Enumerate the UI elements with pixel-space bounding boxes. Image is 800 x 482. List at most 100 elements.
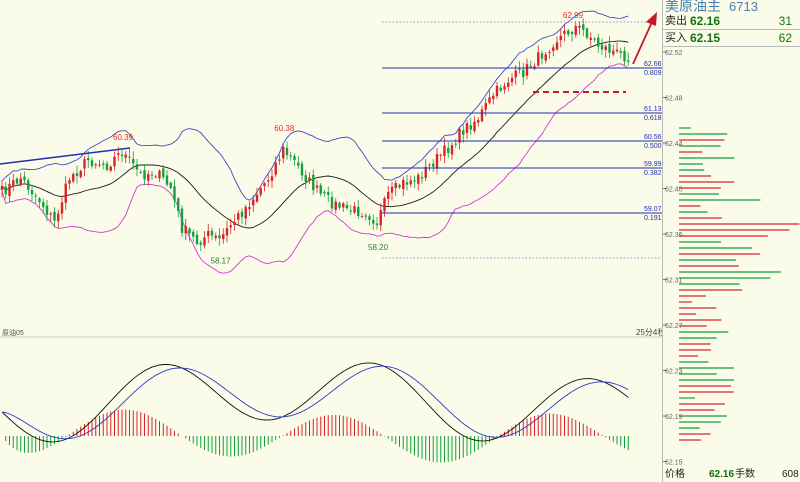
candle-body [357, 206, 360, 217]
candle-body [439, 154, 442, 156]
candle-body [432, 163, 435, 167]
candle-body [450, 145, 454, 155]
peak-price-label: 62.99 [563, 11, 584, 20]
candle-body [15, 178, 19, 184]
candle-body [477, 120, 480, 123]
candle-body [615, 49, 619, 52]
footer-price: 62.16 [709, 469, 735, 480]
candle-body [315, 185, 319, 188]
candle-body [225, 227, 229, 236]
fib-ratio-label: 0.809 [644, 70, 662, 77]
candle-body [510, 77, 514, 83]
candle-body [548, 51, 551, 53]
candle-body [177, 198, 180, 211]
peak-price-label: 60.38 [274, 124, 295, 133]
candle-body [330, 197, 334, 209]
candle-body [540, 53, 544, 59]
candle-body [600, 44, 604, 50]
candle-body [210, 230, 214, 236]
fib-price-label: 59.99 [644, 161, 662, 168]
candle-body [184, 226, 187, 234]
candle-body [195, 234, 199, 244]
candle-body [248, 207, 251, 210]
fib-price-label: 59.07 [644, 206, 662, 213]
price-axis-tick: 62.48 [665, 96, 683, 103]
price-chart[interactable]: 62.66 0.809 61.13 0.618 60.56 0.500 59.99 0.382… [0, 0, 662, 482]
price-axis-tick: 62.19 [665, 414, 683, 421]
candle-body [529, 66, 532, 68]
sell-row[interactable]: 卖出 62.16 31 [663, 13, 800, 29]
candle-body [379, 210, 382, 226]
candle-body [27, 180, 30, 190]
candle-body [383, 198, 386, 212]
peak-price-label: 60.39 [113, 133, 134, 142]
candle-body [443, 145, 446, 157]
candle-body [8, 183, 11, 197]
candle-body [597, 37, 600, 47]
candle-body [435, 153, 439, 169]
candle-body [109, 166, 112, 171]
candle-body [608, 43, 611, 53]
candle-body [623, 50, 626, 62]
price-axis-tick: 62.52 [665, 50, 683, 57]
candle-body [120, 154, 124, 157]
candle-body [327, 192, 330, 195]
candle-body [462, 130, 465, 135]
sell-label: 卖出 [665, 15, 687, 27]
candle-body [199, 242, 202, 245]
candle-body [319, 185, 322, 194]
candle-body [405, 182, 409, 185]
candle-body [53, 211, 56, 221]
candle-body [293, 156, 296, 160]
forecast-arrow-line [632, 21, 653, 65]
quote-footer: 价格 62.16 手数 608 [663, 468, 800, 482]
fib-price-label: 60.56 [644, 134, 662, 141]
candle-body [458, 128, 461, 143]
macd-dif-line [1, 362, 629, 443]
candle-body [589, 37, 592, 40]
candle-body [424, 166, 427, 178]
candle-body [158, 170, 161, 179]
instrument-code: 6713 [729, 0, 758, 14]
candle-body [570, 32, 574, 34]
candle-body [150, 174, 154, 176]
buy-label: 买入 [665, 32, 687, 44]
bollinger-middle-line [1, 40, 629, 229]
candle-body [45, 205, 49, 215]
candle-body [514, 70, 517, 78]
candle-body [233, 222, 236, 225]
candle-body [49, 213, 52, 215]
candle-body [619, 50, 622, 53]
price-axis-tick: 62.44 [665, 141, 683, 148]
fib-ratio-label: 0.618 [644, 115, 662, 122]
candle-body [387, 191, 390, 199]
candle-body [334, 201, 337, 210]
candle-body [162, 168, 165, 178]
instrument-name: 美原油主 [665, 0, 721, 14]
candle-body [203, 237, 206, 246]
candle-body [278, 159, 281, 161]
candle-body [537, 52, 540, 66]
symbol-label: 原油05 [2, 328, 24, 337]
buy-volume: 62 [778, 31, 792, 45]
candle-body [593, 38, 596, 40]
candle-body [488, 97, 491, 103]
candle-body [90, 160, 94, 167]
candle-body [417, 174, 420, 184]
candle-body [57, 213, 60, 222]
candle-body [360, 216, 364, 218]
candle-body [342, 203, 345, 208]
fib-ratio-label: 0.500 [644, 143, 662, 150]
candle-body [312, 174, 315, 191]
bollinger-lower-line [1, 63, 629, 274]
buy-row[interactable]: 买入 62.15 62 [663, 30, 800, 46]
candle-body [180, 208, 184, 233]
candle-body [113, 156, 116, 167]
candle-body [105, 163, 109, 170]
buy-price: 62.15 [690, 31, 721, 45]
candle-body [297, 162, 300, 166]
bollinger-upper-line [1, 10, 629, 201]
candle-body [147, 174, 150, 181]
candle-body [30, 190, 34, 195]
candle-body [499, 87, 502, 91]
